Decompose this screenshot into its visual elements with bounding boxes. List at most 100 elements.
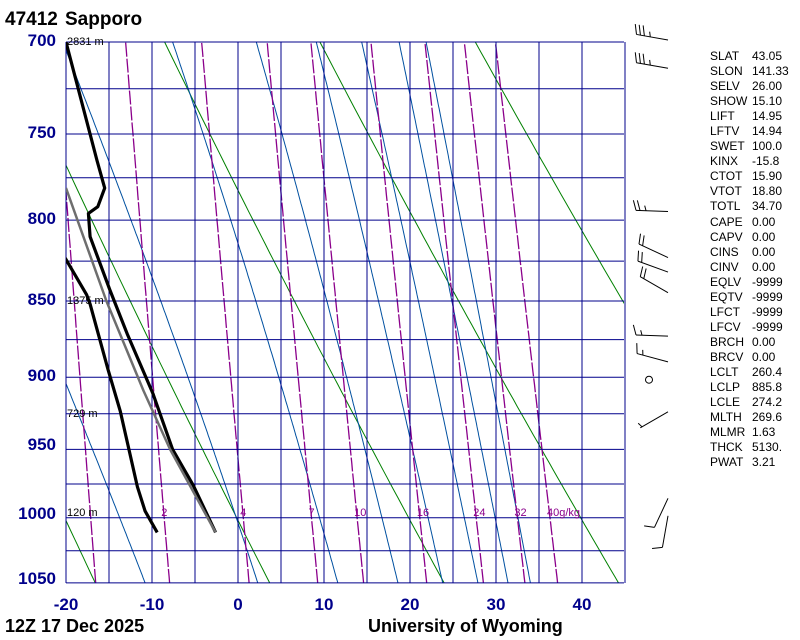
index-row: BRCV 0.00 bbox=[710, 350, 789, 365]
index-key: CINS bbox=[710, 244, 739, 259]
wind-barb bbox=[637, 250, 669, 273]
height-label: 2831 m bbox=[67, 36, 104, 48]
wind-barb bbox=[636, 343, 669, 363]
index-key: SLAT bbox=[710, 49, 740, 63]
index-key: MLMR bbox=[710, 425, 746, 440]
index-value: 5130. bbox=[752, 440, 783, 455]
barb-staff bbox=[640, 276, 669, 294]
index-row: CAPV 0.00 bbox=[710, 230, 789, 245]
barb-staff bbox=[661, 515, 669, 548]
index-key: CTOT bbox=[710, 169, 743, 184]
index-row: KINX -15.8 bbox=[710, 154, 789, 169]
index-key: TOTL bbox=[710, 199, 741, 214]
barb-staff bbox=[636, 33, 669, 41]
index-key: VTOT bbox=[710, 184, 742, 199]
index-value: 0.00 bbox=[752, 229, 776, 244]
mixing-ratio-line bbox=[66, 183, 97, 583]
index-key: THCK bbox=[710, 440, 743, 455]
index-value: 14.94 bbox=[752, 124, 783, 139]
barb-half bbox=[649, 59, 651, 66]
index-row: MLMR 1.63 bbox=[710, 425, 789, 440]
dry-adiabat bbox=[474, 42, 624, 305]
data-source: University of Wyoming bbox=[368, 616, 563, 636]
pressure-tick-label: 850 bbox=[27, 290, 56, 309]
mixing-ratio-line bbox=[424, 42, 485, 583]
temperature-tick-label: 20 bbox=[400, 595, 420, 614]
index-key: CAPE bbox=[710, 214, 743, 229]
barb-half bbox=[649, 31, 651, 37]
temperature-tick-label: 0 bbox=[233, 595, 243, 614]
index-row: CAPE 0.00 bbox=[710, 215, 789, 230]
barb-full bbox=[638, 24, 641, 36]
index-value: 0.00 bbox=[752, 334, 776, 349]
index-value: 1.63 bbox=[752, 425, 776, 440]
mixing-ratio-label: 7 bbox=[308, 506, 315, 519]
temperature-tick-label: 30 bbox=[486, 595, 506, 614]
height-label: 729 m bbox=[67, 407, 98, 420]
index-value: 43.05 bbox=[752, 49, 783, 63]
index-row: LCLT 260.4 bbox=[710, 365, 789, 380]
index-row: SLAT 43.05 bbox=[710, 49, 789, 64]
index-row: LCLE 274.2 bbox=[710, 395, 789, 410]
index-key: SWET bbox=[710, 139, 745, 154]
index-row: MLTH 269.6 bbox=[710, 410, 789, 425]
index-key: PWAT bbox=[710, 455, 744, 470]
mixing-ratio-label: 2 bbox=[161, 506, 168, 519]
pressure-tick-label: 750 bbox=[27, 123, 56, 143]
index-key: EQTV bbox=[710, 289, 743, 304]
index-row: LFCV -9999 bbox=[710, 320, 789, 335]
moist-adiabat bbox=[172, 42, 339, 583]
barb-half bbox=[640, 330, 643, 336]
pressure-tick-label: 1000 bbox=[18, 503, 56, 523]
barb-staff bbox=[638, 243, 669, 259]
mixing-ratio-line bbox=[200, 42, 250, 583]
barb-staff bbox=[654, 498, 669, 528]
index-value: -9999 bbox=[752, 289, 783, 304]
barb-full bbox=[634, 24, 637, 35]
barb-staff bbox=[636, 62, 669, 69]
barb-staff bbox=[636, 334, 669, 337]
index-row: TOTL 34.70 bbox=[710, 199, 789, 214]
index-row: EQTV -9999 bbox=[710, 290, 789, 305]
mixing-ratio-label: 10 bbox=[354, 506, 367, 519]
wind-barb bbox=[634, 52, 669, 69]
index-key: LFCT bbox=[710, 304, 740, 319]
index-row: VTOT 18.80 bbox=[710, 184, 789, 199]
index-row: CTOT 15.90 bbox=[710, 169, 789, 184]
barb-full bbox=[636, 200, 641, 211]
temperature-tick-label: 10 bbox=[314, 595, 334, 614]
wind-barb bbox=[632, 324, 669, 337]
mixing-ratio-line bbox=[266, 42, 319, 583]
index-key: BRCV bbox=[710, 349, 744, 364]
mixing-ratio-label: 4 bbox=[240, 506, 247, 519]
index-row: SWET 100.0 bbox=[710, 139, 789, 154]
barb-full bbox=[643, 268, 647, 279]
index-value: 34.70 bbox=[752, 199, 783, 214]
index-key: EQLV bbox=[710, 274, 742, 289]
barb-full bbox=[638, 52, 641, 64]
calm-wind-circle bbox=[645, 375, 653, 384]
height-label: 120 m bbox=[67, 506, 98, 519]
dry-adiabat bbox=[319, 42, 619, 583]
index-value: 26.00 bbox=[752, 79, 783, 94]
barb-full bbox=[632, 200, 637, 211]
index-row: EQLV -9999 bbox=[710, 275, 789, 290]
barb-full bbox=[642, 235, 645, 246]
index-key: KINX bbox=[710, 154, 739, 169]
barb-staff bbox=[636, 209, 669, 212]
mixing-ratio-line bbox=[124, 42, 171, 583]
index-row: LIFT 14.95 bbox=[710, 109, 789, 124]
index-row: SHOW 15.10 bbox=[710, 94, 789, 109]
index-key: LIFT bbox=[710, 109, 735, 124]
index-key: SHOW bbox=[710, 94, 748, 109]
pressure-tick-label: 950 bbox=[27, 435, 56, 455]
wind-barb bbox=[645, 375, 653, 384]
mixing-ratio-line bbox=[494, 42, 559, 583]
moist-adiabat bbox=[66, 382, 146, 583]
sounding-traces bbox=[66, 42, 218, 534]
index-value: 885.8 bbox=[752, 380, 783, 395]
wind-barb bbox=[639, 266, 669, 294]
station-id: 47412 bbox=[5, 9, 58, 30]
stability-indices-table: SLAT 43.05 SLON 141.33 SELV 26.00 SHOW 15.10 LIF… bbox=[710, 49, 789, 470]
